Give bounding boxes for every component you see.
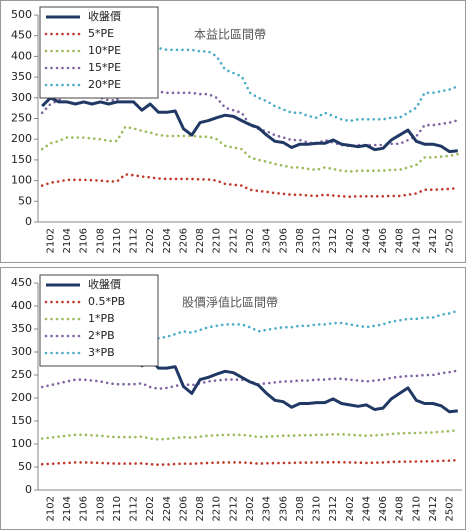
- legend-label: 收盤價: [88, 9, 121, 23]
- y-tick-label: 450: [11, 29, 32, 42]
- x-tick-label: 2102: [45, 228, 56, 253]
- y-tick-label: 100: [11, 437, 32, 450]
- series-line: [40, 77, 460, 148]
- x-tick-label: 2202: [145, 496, 156, 521]
- x-tick-label: 2112: [129, 228, 140, 253]
- x-tick-label: 2304: [262, 496, 273, 521]
- y-tick-label: 150: [11, 153, 32, 166]
- series-line: [40, 428, 460, 441]
- legend-box: [39, 6, 159, 99]
- legend-label: 3*PB: [88, 346, 115, 359]
- y-tick-label: 300: [11, 91, 32, 104]
- x-tick-label: 2110: [112, 496, 123, 521]
- x-tick-label: 2406: [378, 228, 389, 253]
- series-line: [40, 125, 460, 173]
- legend-label: 10*PE: [88, 44, 121, 57]
- x-tick-label: 2302: [245, 496, 256, 521]
- x-tick-label: 2204: [162, 228, 173, 253]
- y-tick-label: 350: [11, 70, 32, 83]
- x-tick-label: 2104: [62, 228, 73, 253]
- x-tick-label: 2310: [312, 496, 323, 521]
- series-line: [40, 29, 460, 123]
- x-tick-label: 2402: [345, 496, 356, 521]
- x-tick-label: 2408: [395, 228, 406, 253]
- x-tick-label: 2104: [62, 496, 73, 521]
- legend-label: 15*PE: [88, 61, 121, 74]
- series-line: [40, 369, 460, 391]
- x-tick-label: 2106: [79, 496, 90, 521]
- series-line: [40, 173, 460, 199]
- x-tick-label: 2406: [378, 496, 389, 521]
- legend-label: 1*PB: [88, 312, 115, 325]
- x-tick-label: 2304: [262, 228, 273, 253]
- x-tick-label: 2404: [361, 228, 372, 253]
- x-tick-label: 2112: [129, 496, 140, 521]
- x-tick-label: 2208: [195, 228, 206, 253]
- x-tick-label: 2412: [428, 496, 439, 521]
- x-tick-label: 2302: [245, 228, 256, 253]
- x-tick-label: 2408: [395, 496, 406, 521]
- x-tick-label: 2312: [328, 228, 339, 253]
- y-tick-label: 200: [11, 391, 32, 404]
- y-tick-label: 300: [11, 345, 32, 358]
- x-tick-label: 2310: [312, 228, 323, 253]
- x-tick-label: 2410: [411, 496, 422, 521]
- legend-label: 2*PB: [88, 329, 115, 342]
- legend-label: 20*PE: [88, 78, 121, 91]
- legend-label: 收盤價: [88, 277, 121, 291]
- x-tick-label: 2206: [178, 228, 189, 253]
- legend-label: 0.5*PB: [88, 295, 125, 308]
- x-tick-label: 2410: [411, 228, 422, 253]
- x-tick-label: 2212: [228, 228, 239, 253]
- x-tick-label: 2312: [328, 496, 339, 521]
- x-tick-label: 2208: [195, 496, 206, 521]
- x-tick-label: 2402: [345, 228, 356, 253]
- x-tick-label: 2108: [95, 228, 106, 253]
- y-tick-label: 400: [11, 299, 32, 312]
- y-tick-label: 500: [11, 8, 32, 21]
- x-tick-label: 2206: [178, 496, 189, 521]
- y-tick-label: 100: [11, 174, 32, 187]
- x-tick-label: 2108: [95, 496, 106, 521]
- y-tick-label: 200: [11, 132, 32, 145]
- y-tick-label: 50: [18, 460, 32, 473]
- x-tick-label: 2202: [145, 228, 156, 253]
- y-tick-label: 350: [11, 322, 32, 335]
- x-tick-label: 2404: [361, 496, 372, 521]
- x-tick-label: 2212: [228, 496, 239, 521]
- x-tick-label: 2210: [212, 228, 223, 253]
- y-tick-label: 150: [11, 414, 32, 427]
- y-tick-label: 250: [11, 112, 32, 125]
- annotation: 股價淨值比區間帶: [182, 295, 278, 310]
- y-tick-label: 0: [25, 483, 32, 496]
- x-tick-label: 2110: [112, 228, 123, 253]
- annotation: 本益比區間帶: [194, 28, 266, 42]
- legend-box: [39, 274, 159, 367]
- series-line: [40, 458, 460, 467]
- series-line: [41, 96, 458, 154]
- x-tick-label: 2502: [445, 496, 456, 521]
- x-tick-label: 2502: [445, 228, 456, 253]
- y-tick-label: 400: [11, 49, 32, 62]
- x-tick-label: 2210: [212, 496, 223, 521]
- x-tick-label: 2204: [162, 496, 173, 521]
- x-tick-label: 2106: [79, 228, 90, 253]
- y-tick-label: 250: [11, 368, 32, 381]
- x-tick-label: 2308: [295, 228, 306, 253]
- y-tick-label: 0: [25, 215, 32, 228]
- legend-label: 5*PE: [88, 27, 114, 40]
- x-tick-label: 2412: [428, 228, 439, 253]
- x-tick-label: 2308: [295, 496, 306, 521]
- x-tick-label: 2306: [278, 496, 289, 521]
- x-tick-label: 2306: [278, 228, 289, 253]
- y-tick-label: 450: [11, 276, 32, 289]
- x-tick-label: 2102: [45, 496, 56, 521]
- y-tick-label: 50: [18, 194, 32, 207]
